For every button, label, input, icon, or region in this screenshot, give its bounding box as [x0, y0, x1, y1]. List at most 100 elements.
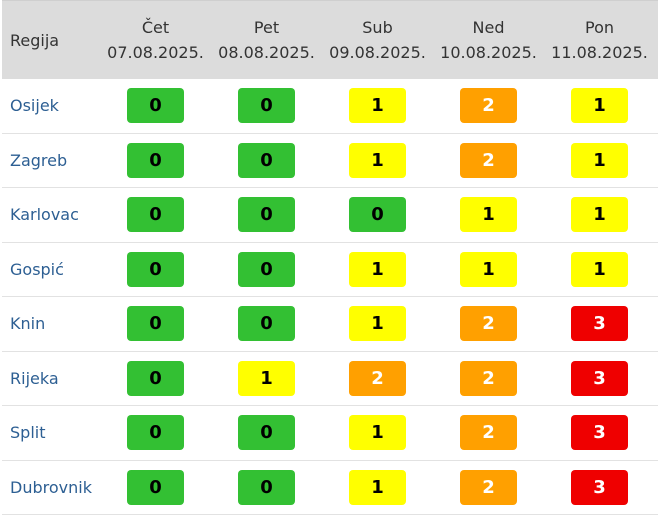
warning-level-badge: 1	[349, 306, 406, 342]
level-cell: 0	[211, 197, 322, 233]
table-row: Gospić 0 0 1 1 1	[2, 243, 658, 297]
level-cell: 0	[100, 88, 211, 124]
header-day-date: 11.08.2025.	[551, 43, 648, 62]
warning-level-badge: 0	[238, 251, 295, 287]
region-link[interactable]: Rijeka	[10, 368, 59, 388]
warning-level-badge: 1	[571, 197, 628, 233]
warning-level-badge: 2	[460, 306, 517, 342]
warning-level-badge: 1	[238, 360, 295, 396]
warning-level-badge: 1	[571, 88, 628, 124]
level-cell: 3	[544, 306, 655, 342]
header-day-3: Sub 09.08.2025.	[322, 1, 433, 79]
table-header: Regija Čet 07.08.2025. Pet 08.08.2025. S…	[2, 0, 658, 79]
level-cell: 0	[211, 415, 322, 451]
header-day-date: 07.08.2025.	[107, 43, 204, 62]
level-cell: 1	[544, 142, 655, 178]
level-cell: 0	[211, 251, 322, 287]
region-link[interactable]: Karlovac	[10, 205, 79, 225]
header-day-date: 10.08.2025.	[440, 43, 537, 62]
region-link[interactable]: Knin	[10, 314, 46, 334]
warning-level-badge: 3	[571, 415, 628, 451]
level-cell: 3	[544, 360, 655, 396]
header-day-date: 09.08.2025.	[329, 43, 426, 62]
level-cell: 2	[433, 88, 544, 124]
header-day-4: Ned 10.08.2025.	[433, 1, 544, 79]
level-cell: 0	[100, 197, 211, 233]
header-day-name: Ned	[472, 18, 505, 37]
header-day-date: 08.08.2025.	[218, 43, 315, 62]
warning-level-badge: 2	[460, 88, 517, 124]
header-day-name: Sub	[362, 18, 393, 37]
warning-level-badge: 0	[127, 251, 184, 287]
warning-level-badge: 2	[460, 469, 517, 505]
level-cell: 1	[433, 197, 544, 233]
region-link[interactable]: Split	[10, 423, 46, 443]
level-cell: 0	[322, 197, 433, 233]
level-cell: 0	[211, 306, 322, 342]
region-link[interactable]: Gospić	[10, 259, 64, 279]
header-day-name: Pet	[253, 18, 280, 37]
table-row: Rijeka 0 1 2 2 3	[2, 352, 658, 406]
level-cell: 1	[322, 469, 433, 505]
level-cell: 0	[100, 306, 211, 342]
warning-level-badge: 2	[460, 415, 517, 451]
warning-level-badge: 0	[238, 142, 295, 178]
level-cell: 1	[322, 415, 433, 451]
warning-level-badge: 0	[238, 88, 295, 124]
warning-level-badge: 0	[349, 197, 406, 233]
warning-level-badge: 1	[460, 197, 517, 233]
level-cell: 1	[322, 142, 433, 178]
warning-level-badge: 1	[349, 251, 406, 287]
region-link[interactable]: Osijek	[10, 96, 59, 116]
warning-level-badge: 0	[238, 197, 295, 233]
warning-level-badge: 1	[571, 142, 628, 178]
region-link[interactable]: Dubrovnik	[10, 477, 92, 497]
header-day-5: Pon 11.08.2025.	[544, 1, 655, 79]
level-cell: 1	[322, 306, 433, 342]
warning-level-badge: 3	[571, 306, 628, 342]
warning-level-badge: 0	[127, 142, 184, 178]
level-cell: 0	[100, 142, 211, 178]
warning-level-badge: 0	[238, 306, 295, 342]
table-row: Knin 0 0 1 2 3	[2, 297, 658, 352]
level-cell: 3	[544, 415, 655, 451]
warning-level-badge: 0	[127, 360, 184, 396]
warning-level-badge: 3	[571, 469, 628, 505]
level-cell: 3	[544, 469, 655, 505]
warning-level-badge: 0	[127, 306, 184, 342]
warning-level-badge: 2	[460, 360, 517, 396]
level-cell: 0	[100, 415, 211, 451]
table-row: Osijek 0 0 1 2 1	[2, 79, 658, 134]
header-day-1: Čet 07.08.2025.	[100, 1, 211, 79]
table-row: Karlovac 0 0 0 1 1	[2, 188, 658, 243]
header-region: Regija	[2, 1, 100, 79]
warning-level-badge: 0	[127, 88, 184, 124]
level-cell: 0	[100, 469, 211, 505]
level-cell: 2	[433, 469, 544, 505]
level-cell: 0	[100, 251, 211, 287]
warning-level-badge: 0	[238, 469, 295, 505]
warning-level-badge: 2	[460, 142, 517, 178]
region-link[interactable]: Zagreb	[10, 150, 68, 170]
level-cell: 1	[211, 360, 322, 396]
level-cell: 2	[322, 360, 433, 396]
table-row: Split 0 0 1 2 3	[2, 406, 658, 461]
level-cell: 0	[211, 88, 322, 124]
warning-level-badge: 1	[571, 251, 628, 287]
warning-level-badge: 0	[127, 469, 184, 505]
level-cell: 0	[211, 469, 322, 505]
warning-level-badge: 1	[349, 415, 406, 451]
header-region-label: Regija	[10, 30, 60, 50]
header-day-name: Pon	[584, 18, 614, 37]
level-cell: 1	[322, 251, 433, 287]
level-cell: 1	[433, 251, 544, 287]
level-cell: 0	[211, 142, 322, 178]
warning-level-badge: 1	[349, 469, 406, 505]
warning-level-badge: 1	[460, 251, 517, 287]
level-cell: 0	[100, 360, 211, 396]
level-cell: 1	[544, 88, 655, 124]
header-day-name: Čet	[141, 18, 170, 37]
warning-level-badge: 0	[238, 415, 295, 451]
table-row: Dubrovnik 0 0 1 2 3	[2, 461, 658, 515]
